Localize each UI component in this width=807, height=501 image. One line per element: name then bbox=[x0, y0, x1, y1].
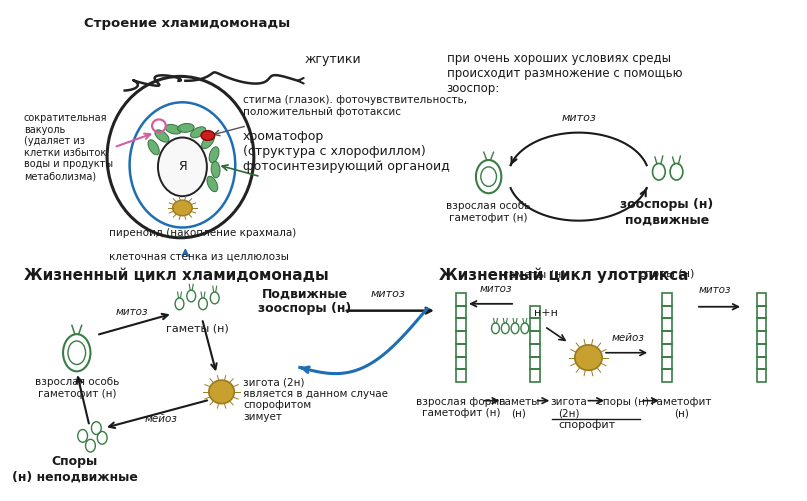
Ellipse shape bbox=[173, 200, 192, 216]
Ellipse shape bbox=[148, 140, 159, 155]
Text: зигота (2н)
является в данном случае
спорофитом
зимует: зигота (2н) является в данном случае спо… bbox=[243, 377, 388, 422]
Text: мейоз: мейоз bbox=[144, 414, 178, 424]
Text: Строение хламидомонады: Строение хламидомонады bbox=[84, 17, 291, 30]
Ellipse shape bbox=[207, 176, 218, 192]
Text: споры (н): споры (н) bbox=[596, 397, 649, 407]
Text: мейоз: мейоз bbox=[611, 333, 644, 343]
Ellipse shape bbox=[202, 135, 214, 149]
Text: Подвижные
зооспоры (н): Подвижные зооспоры (н) bbox=[258, 287, 351, 315]
Text: спорофит: спорофит bbox=[558, 420, 615, 430]
Text: митоз: митоз bbox=[698, 285, 731, 295]
Text: Жизненный цикл хламидомонады: Жизненный цикл хламидомонады bbox=[24, 268, 328, 283]
Text: зооспоры (н)
подвижные: зооспоры (н) подвижные bbox=[620, 198, 713, 226]
Text: митоз: митоз bbox=[479, 284, 512, 294]
Text: гаметы
(н): гаметы (н) bbox=[499, 397, 539, 418]
Text: взрослая особь
гаметофит (н): взрослая особь гаметофит (н) bbox=[35, 377, 119, 399]
Text: взрослая форма
гаметофит (н): взрослая форма гаметофит (н) bbox=[416, 397, 506, 418]
Ellipse shape bbox=[211, 161, 220, 178]
Ellipse shape bbox=[190, 127, 206, 138]
Ellipse shape bbox=[158, 137, 207, 196]
Text: пиреноид (накопление крахмала): пиреноид (накопление крахмала) bbox=[109, 228, 296, 238]
Text: н+н: н+н bbox=[534, 309, 558, 319]
Ellipse shape bbox=[165, 124, 182, 134]
Ellipse shape bbox=[209, 147, 219, 163]
Text: жгутики: жгутики bbox=[305, 53, 362, 66]
Text: гаметы (н): гаметы (н) bbox=[165, 323, 228, 333]
Text: сократительная
вакуоль
(удаляет из
клетки избыток
воды и продукты
метаболизма): сократительная вакуоль (удаляет из клетк… bbox=[24, 113, 113, 181]
Text: при очень хороших условиях среды
происходит размножение с помощью
зооспор:: при очень хороших условиях среды происхо… bbox=[446, 53, 682, 95]
Text: Я: Я bbox=[178, 160, 186, 173]
Ellipse shape bbox=[209, 380, 234, 404]
Ellipse shape bbox=[575, 345, 602, 370]
Text: клеточная стенка из целлюлозы: клеточная стенка из целлюлозы bbox=[109, 252, 289, 262]
Text: взрослая особь
гаметофит (н): взрослая особь гаметофит (н) bbox=[446, 201, 531, 223]
Text: Жизненный цикл улотрикса: Жизненный цикл улотрикса bbox=[439, 268, 688, 283]
Ellipse shape bbox=[178, 123, 194, 132]
Text: споры (н): споры (н) bbox=[639, 270, 694, 280]
Text: митоз: митоз bbox=[561, 113, 596, 123]
Text: митоз: митоз bbox=[115, 307, 148, 317]
Text: зигота
(2н): зигота (2н) bbox=[550, 397, 587, 418]
Text: митоз: митоз bbox=[370, 289, 405, 299]
Text: гаметофит
(н): гаметофит (н) bbox=[651, 397, 712, 418]
Text: гаметы (н): гаметы (н) bbox=[504, 270, 566, 280]
Text: хроматофор
(структура с хлорофиллом)
фотосинтезирующий органоид: хроматофор (структура с хлорофиллом) фот… bbox=[243, 130, 449, 173]
Ellipse shape bbox=[201, 131, 215, 140]
Ellipse shape bbox=[155, 130, 169, 142]
Text: Споры
(н) неподвижные: Споры (н) неподвижные bbox=[12, 455, 138, 483]
Text: стигма (глазок). фоточувствительность,
положительный фототаксис: стигма (глазок). фоточувствительность, п… bbox=[243, 95, 467, 117]
